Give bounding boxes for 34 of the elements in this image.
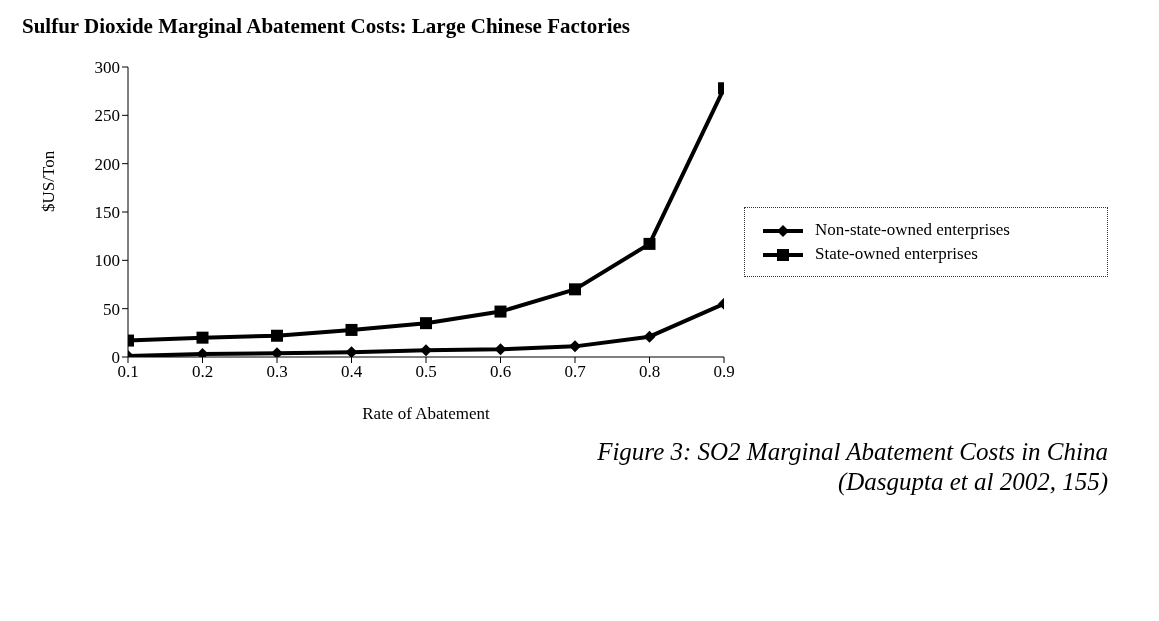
- legend-label: Non-state-owned enterprises: [815, 220, 1010, 239]
- x-tick-label: 0.4: [340, 362, 363, 382]
- y-tick-label: 100: [94, 251, 120, 271]
- point: [494, 305, 507, 318]
- x-tick-label: 0.8: [638, 362, 661, 382]
- point: [420, 317, 432, 330]
- point: [196, 331, 209, 344]
- x-tick-label: 0.9: [713, 362, 735, 382]
- x-tick-label: 0.7: [564, 362, 587, 382]
- x-tick-label: 0.2: [191, 362, 214, 382]
- point: [420, 344, 432, 357]
- y-tick-label: 300: [94, 58, 120, 78]
- y-tick-label: 200: [94, 154, 120, 174]
- y-tick-label: 0: [111, 348, 120, 368]
- y-tick-label: 250: [94, 106, 120, 126]
- point: [345, 323, 358, 336]
- point: [643, 330, 656, 343]
- y-tick-label: 150: [94, 203, 120, 223]
- x-tick-label: 0.6: [489, 362, 512, 382]
- point: [569, 283, 581, 296]
- legend-label: State-owned enterprises: [815, 244, 978, 263]
- y-axis-title: $US/Ton: [39, 150, 59, 212]
- chart-title: Sulfur Dioxide Marginal Abatement Costs: Large Chinese Factories: [22, 14, 631, 39]
- point: [271, 329, 283, 342]
- text: (Dasgupta et al 2002, 155): [836, 467, 1108, 497]
- caption: Figure 3: SO2 Marginal Abatement Costs in China: [596, 437, 1108, 467]
- x-tick-label: 0.1: [117, 362, 139, 382]
- x-axis-title: Rate of Abatement: [362, 404, 490, 423]
- x-tick-label: 0.5: [415, 362, 437, 382]
- y-tick-label: 50: [103, 299, 120, 319]
- point: [271, 347, 283, 357]
- point: [569, 340, 581, 353]
- x-tick-label: 0.3: [266, 362, 288, 382]
- point: [643, 237, 656, 250]
